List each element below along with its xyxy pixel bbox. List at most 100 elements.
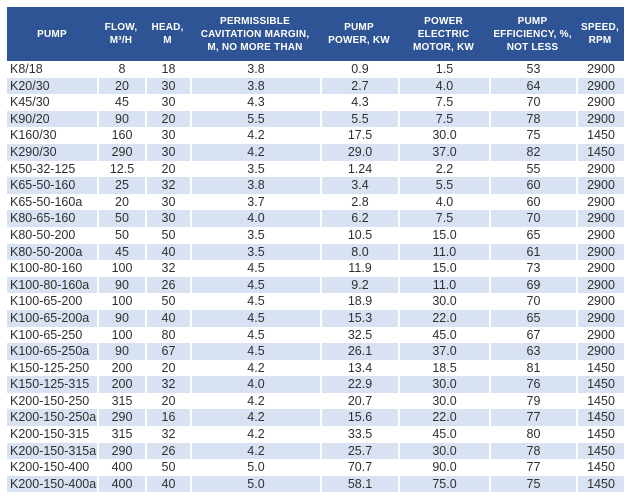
cell-pump: K100-65-200a	[7, 309, 97, 327]
column-header-motor_power: POWER ELECTRIC MOTOR, KW	[398, 7, 489, 61]
cell-cavitation_margin: 5.5	[190, 110, 320, 128]
cell-motor_power: 45.0	[398, 326, 489, 344]
table-row: K100-65-250 100 80 4.5 32.5 45.0 67 2900	[7, 326, 624, 344]
cell-motor_power: 1.5	[398, 61, 489, 78]
cell-motor_power: 22.0	[398, 409, 489, 427]
cell-head: 50	[145, 459, 190, 476]
cell-pump_power: 4.3	[320, 94, 398, 111]
cell-head: 16	[145, 409, 190, 427]
cell-speed: 1450	[576, 426, 624, 443]
cell-cavitation_margin: 4.2	[190, 409, 320, 427]
cell-motor_power: 90.0	[398, 459, 489, 476]
cell-pump: K100-65-250	[7, 326, 97, 344]
table-row: K80-50-200a 45 40 3.5 8.0 11.0 61 2900	[7, 243, 624, 261]
cell-pump_power: 17.5	[320, 127, 398, 144]
cell-head: 40	[145, 475, 190, 493]
cell-flow: 290	[97, 143, 145, 161]
cell-efficiency: 69	[489, 276, 576, 294]
cell-pump_power: 33.5	[320, 426, 398, 443]
cell-head: 26	[145, 276, 190, 294]
cell-flow: 50	[97, 210, 145, 227]
cell-pump_power: 18.9	[320, 293, 398, 310]
cell-motor_power: 7.5	[398, 110, 489, 128]
cell-flow: 20	[97, 77, 145, 95]
table-row: K20/30 20 30 3.8 2.7 4.0 64 2900	[7, 77, 624, 95]
cell-motor_power: 15.0	[398, 260, 489, 277]
cell-motor_power: 30.0	[398, 442, 489, 460]
cell-head: 20	[145, 110, 190, 128]
cell-pump: K50-32-125	[7, 160, 97, 178]
cell-pump_power: 25.7	[320, 442, 398, 460]
cell-pump_power: 11.9	[320, 260, 398, 277]
cell-motor_power: 11.0	[398, 276, 489, 294]
cell-efficiency: 81	[489, 359, 576, 377]
cell-pump: K90/20	[7, 110, 97, 128]
cell-pump_power: 15.6	[320, 409, 398, 427]
cell-efficiency: 64	[489, 77, 576, 95]
cell-pump_power: 1.24	[320, 160, 398, 178]
table-row: K160/30 160 30 4.2 17.5 30.0 75 1450	[7, 127, 624, 144]
cell-efficiency: 78	[489, 442, 576, 460]
cell-pump_power: 20.7	[320, 392, 398, 410]
cell-motor_power: 30.0	[398, 376, 489, 393]
cell-motor_power: 7.5	[398, 210, 489, 227]
cell-speed: 1450	[576, 359, 624, 377]
cell-motor_power: 7.5	[398, 94, 489, 111]
cell-cavitation_margin: 4.5	[190, 276, 320, 294]
column-header-pump: PUMP	[7, 7, 97, 61]
table-row: K100-80-160 100 32 4.5 11.9 15.0 73 2900	[7, 260, 624, 277]
table-row: K50-32-125 12.5 20 3.5 1.24 2.2 55 2900	[7, 160, 624, 178]
cell-head: 80	[145, 326, 190, 344]
cell-speed: 2900	[576, 193, 624, 211]
cell-motor_power: 4.0	[398, 193, 489, 211]
cell-cavitation_margin: 3.8	[190, 61, 320, 78]
cell-flow: 400	[97, 475, 145, 493]
cell-speed: 2900	[576, 260, 624, 277]
cell-flow: 12.5	[97, 160, 145, 178]
cell-cavitation_margin: 4.5	[190, 260, 320, 277]
cell-speed: 2900	[576, 343, 624, 360]
cell-head: 50	[145, 226, 190, 244]
cell-cavitation_margin: 3.8	[190, 77, 320, 95]
cell-flow: 100	[97, 293, 145, 310]
cell-cavitation_margin: 5.0	[190, 475, 320, 493]
cell-cavitation_margin: 4.0	[190, 376, 320, 393]
cell-speed: 1450	[576, 143, 624, 161]
cell-motor_power: 30.0	[398, 293, 489, 310]
cell-efficiency: 67	[489, 326, 576, 344]
cell-pump_power: 10.5	[320, 226, 398, 244]
cell-pump: K80-50-200a	[7, 243, 97, 261]
cell-head: 40	[145, 243, 190, 261]
cell-flow: 315	[97, 392, 145, 410]
table-row: K100-65-250a 90 67 4.5 26.1 37.0 63 2900	[7, 343, 624, 360]
cell-pump_power: 3.4	[320, 177, 398, 194]
cell-pump: K200-150-400a	[7, 475, 97, 493]
cell-motor_power: 11.0	[398, 243, 489, 261]
cell-cavitation_margin: 4.3	[190, 94, 320, 111]
cell-motor_power: 15.0	[398, 226, 489, 244]
cell-cavitation_margin: 4.2	[190, 442, 320, 460]
table-row: K45/30 45 30 4.3 4.3 7.5 70 2900	[7, 94, 624, 111]
table-body: K8/18 8 18 3.8 0.9 1.5 53 2900 K20/30 20 30 3.8 2.7 4…	[7, 61, 624, 493]
cell-motor_power: 37.0	[398, 143, 489, 161]
cell-pump: K100-80-160a	[7, 276, 97, 294]
cell-pump_power: 15.3	[320, 309, 398, 327]
cell-motor_power: 75.0	[398, 475, 489, 493]
cell-pump_power: 8.0	[320, 243, 398, 261]
cell-efficiency: 75	[489, 475, 576, 493]
cell-head: 30	[145, 143, 190, 161]
table-header: PUMP FLOW, M³/H HEAD, M PERMISSIBLE CAVITAT…	[7, 7, 624, 61]
cell-cavitation_margin: 4.2	[190, 143, 320, 161]
table-row: K150-125-250 200 20 4.2 13.4 18.5 81 1450	[7, 359, 624, 377]
cell-head: 20	[145, 392, 190, 410]
cell-pump_power: 32.5	[320, 326, 398, 344]
cell-efficiency: 82	[489, 143, 576, 161]
cell-pump_power: 26.1	[320, 343, 398, 360]
header-row: PUMP FLOW, M³/H HEAD, M PERMISSIBLE CAVITAT…	[7, 7, 624, 61]
table-row: K65-50-160 25 32 3.8 3.4 5.5 60 2900	[7, 177, 624, 194]
cell-motor_power: 45.0	[398, 426, 489, 443]
cell-efficiency: 80	[489, 426, 576, 443]
cell-flow: 315	[97, 426, 145, 443]
cell-pump_power: 2.7	[320, 77, 398, 95]
cell-head: 50	[145, 293, 190, 310]
